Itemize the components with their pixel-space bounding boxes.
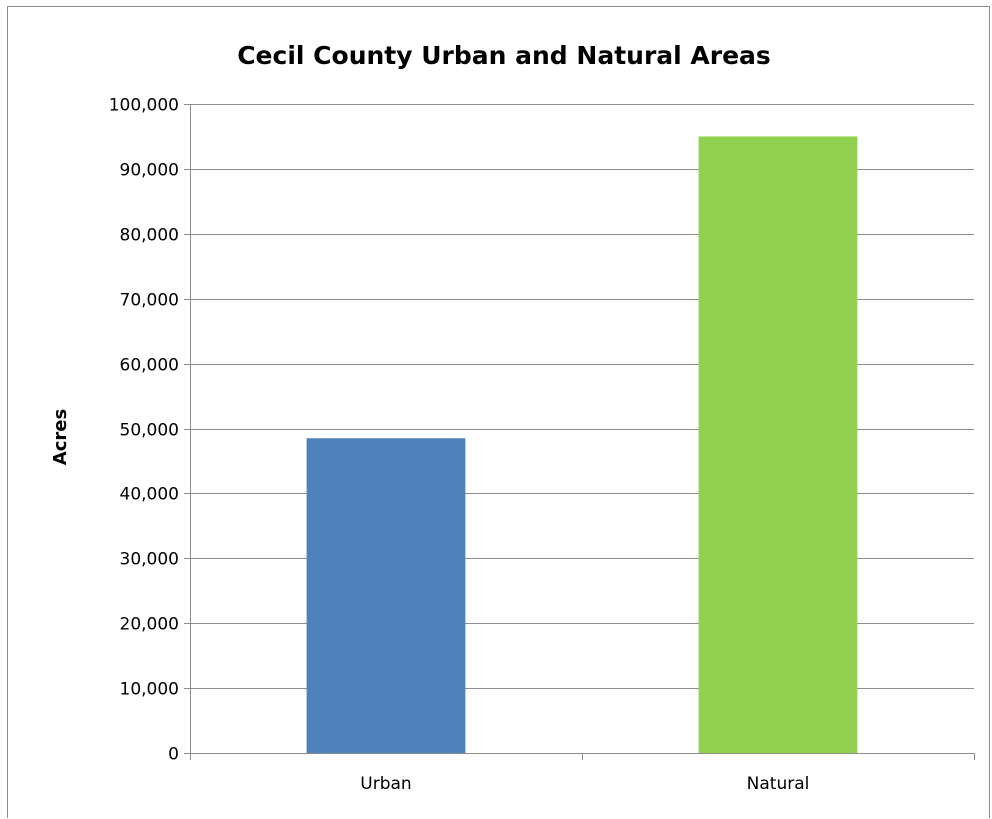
y-tick-label: 90,000 bbox=[120, 161, 179, 181]
y-tick-label: 100,000 bbox=[109, 96, 179, 116]
y-tick-label: 80,000 bbox=[120, 226, 179, 246]
y-tick-label: 50,000 bbox=[120, 421, 179, 441]
x-tick-label: Natural bbox=[747, 774, 810, 794]
y-tick-label: 0 bbox=[168, 745, 179, 765]
chart-frame: Cecil County Urban and Natural Areas Acr… bbox=[7, 6, 990, 818]
chart-title: Cecil County Urban and Natural Areas bbox=[237, 41, 771, 70]
y-tick-label: 40,000 bbox=[120, 485, 179, 505]
y-tick-labels: 0 10,000 20,000 30,000 40,000 50,000 60,000 70,… bbox=[109, 96, 179, 765]
bars bbox=[306, 136, 858, 753]
y-tick-label: 20,000 bbox=[120, 615, 179, 635]
axes bbox=[184, 104, 975, 760]
y-tick-label: 10,000 bbox=[120, 680, 179, 700]
y-tick-label: 60,000 bbox=[120, 356, 179, 376]
bar-chart: Cecil County Urban and Natural Areas Acr… bbox=[50, 41, 975, 794]
bar-urban bbox=[306, 438, 466, 753]
x-tick-labels: Urban Natural bbox=[360, 774, 809, 794]
bar-natural bbox=[698, 136, 858, 753]
y-tick-label: 70,000 bbox=[120, 291, 179, 311]
y-axis-label: Acres bbox=[50, 409, 71, 465]
x-tick-label: Urban bbox=[360, 774, 411, 794]
y-tick-label: 30,000 bbox=[120, 550, 179, 570]
